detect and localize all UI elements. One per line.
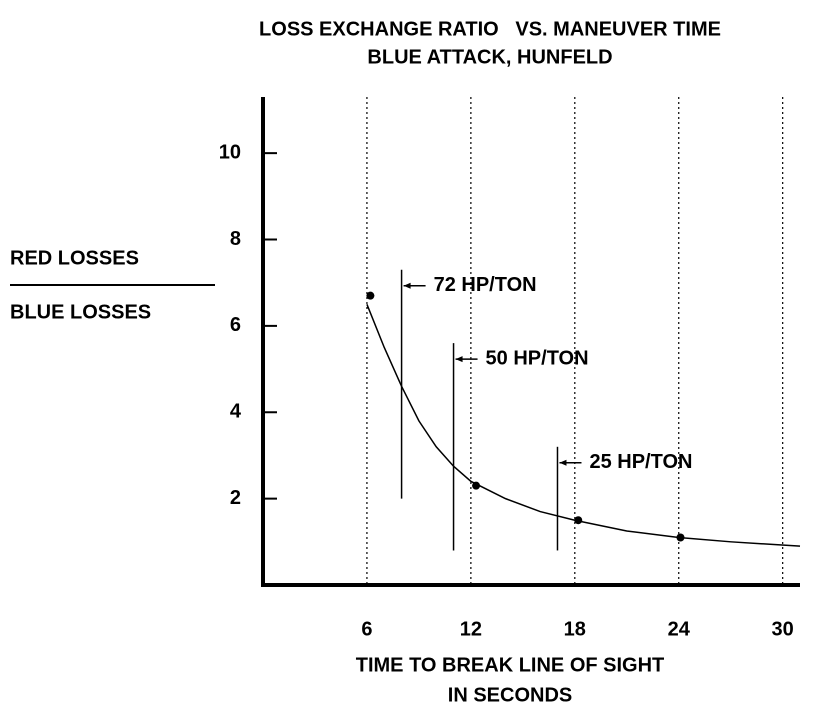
y-tick-label: 2 — [230, 487, 241, 509]
x-tick-label: 12 — [460, 618, 482, 640]
arrow-head — [403, 282, 411, 289]
x-tick-label: 18 — [564, 618, 586, 640]
annotation-text: 25 HP/TON — [589, 451, 692, 473]
annotation-text: 72 HP/TON — [434, 274, 537, 296]
y-tick-label: 4 — [230, 401, 242, 423]
x-tick-label: 24 — [668, 618, 691, 640]
x-axis-label: IN SECONDS — [448, 684, 572, 706]
x-tick-label: 30 — [772, 618, 794, 640]
chart-subtitle: BLUE ATTACK, HUNFELD — [367, 46, 612, 68]
annotation-text: 50 HP/TON — [486, 347, 589, 369]
y-tick-label: 10 — [219, 141, 241, 163]
y-tick-label: 6 — [230, 314, 241, 336]
y-tick-label: 8 — [230, 228, 241, 250]
data-point — [472, 481, 481, 490]
data-point — [574, 516, 583, 525]
y-axis-label: RED LOSSES — [10, 247, 139, 269]
arrow-head — [455, 356, 463, 363]
data-point — [366, 291, 375, 300]
chart-title: LOSS EXCHANGE RATIO VS. MANEUVER TIME — [259, 18, 721, 40]
fitted-curve — [366, 304, 801, 547]
x-tick-label: 6 — [361, 618, 372, 640]
data-point — [676, 533, 685, 542]
arrow-head — [559, 459, 567, 466]
y-axis-label: BLUE LOSSES — [10, 301, 151, 323]
x-axis-label: TIME TO BREAK LINE OF SIGHT — [356, 654, 665, 676]
